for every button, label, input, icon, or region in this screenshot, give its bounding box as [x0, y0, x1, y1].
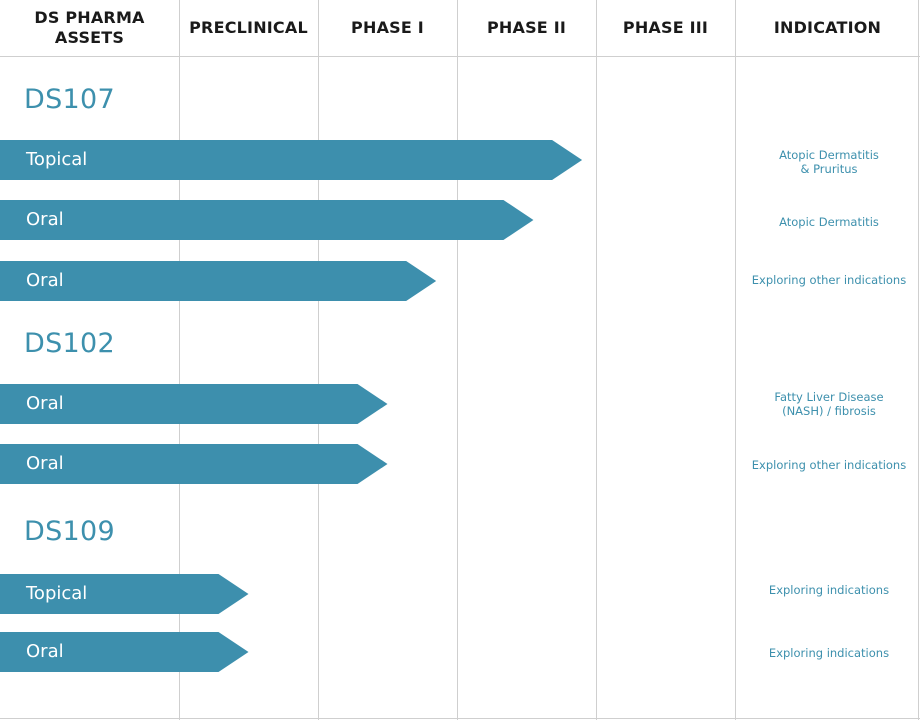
- progress-arrow-ds107-oral: [0, 261, 437, 301]
- asset-name: DS102: [24, 328, 115, 359]
- progress-arrow-ds107-oral: [0, 200, 534, 240]
- grid-line-right-edge: [918, 0, 919, 720]
- column-header-phase-3: PHASE III: [622, 18, 709, 37]
- column-header-indication: INDICATION: [773, 18, 882, 37]
- progress-arrow-ds102-oral: [0, 444, 388, 484]
- grid-line-phase-2: [457, 0, 458, 720]
- bottom-border: [0, 718, 920, 719]
- grid-line-indication: [735, 0, 736, 720]
- grid-line-preclinical: [179, 0, 180, 720]
- progress-arrow-ds102-oral: [0, 384, 388, 424]
- column-header-phase-2: PHASE II: [486, 18, 567, 37]
- indication-text: Atopic Dermatitis & Pruritus: [779, 148, 879, 176]
- indication-text: Exploring other indications: [751, 273, 907, 287]
- indication-text: Atopic Dermatitis: [779, 215, 879, 229]
- header-divider: [0, 56, 920, 57]
- asset-name: DS109: [24, 516, 115, 547]
- progress-arrow-ds109-oral: [0, 632, 249, 672]
- grid-line-phase-3: [596, 0, 597, 720]
- indication-text: Exploring indications: [768, 646, 890, 660]
- grid-line-phase-1: [318, 0, 319, 720]
- column-header-preclinical: PRECLINICAL: [189, 18, 308, 37]
- asset-name: DS107: [24, 84, 115, 115]
- column-header-phase-1: PHASE I: [351, 18, 424, 37]
- indication-text: Fatty Liver Disease (NASH) / fibrosis: [774, 390, 884, 418]
- column-header-assets: DS PHARMA ASSETS: [34, 8, 145, 47]
- progress-arrow-ds107-topical: [0, 140, 583, 180]
- indication-text: Exploring indications: [768, 583, 890, 597]
- progress-arrow-ds109-topical: [0, 574, 249, 614]
- indication-text: Exploring other indications: [751, 458, 907, 472]
